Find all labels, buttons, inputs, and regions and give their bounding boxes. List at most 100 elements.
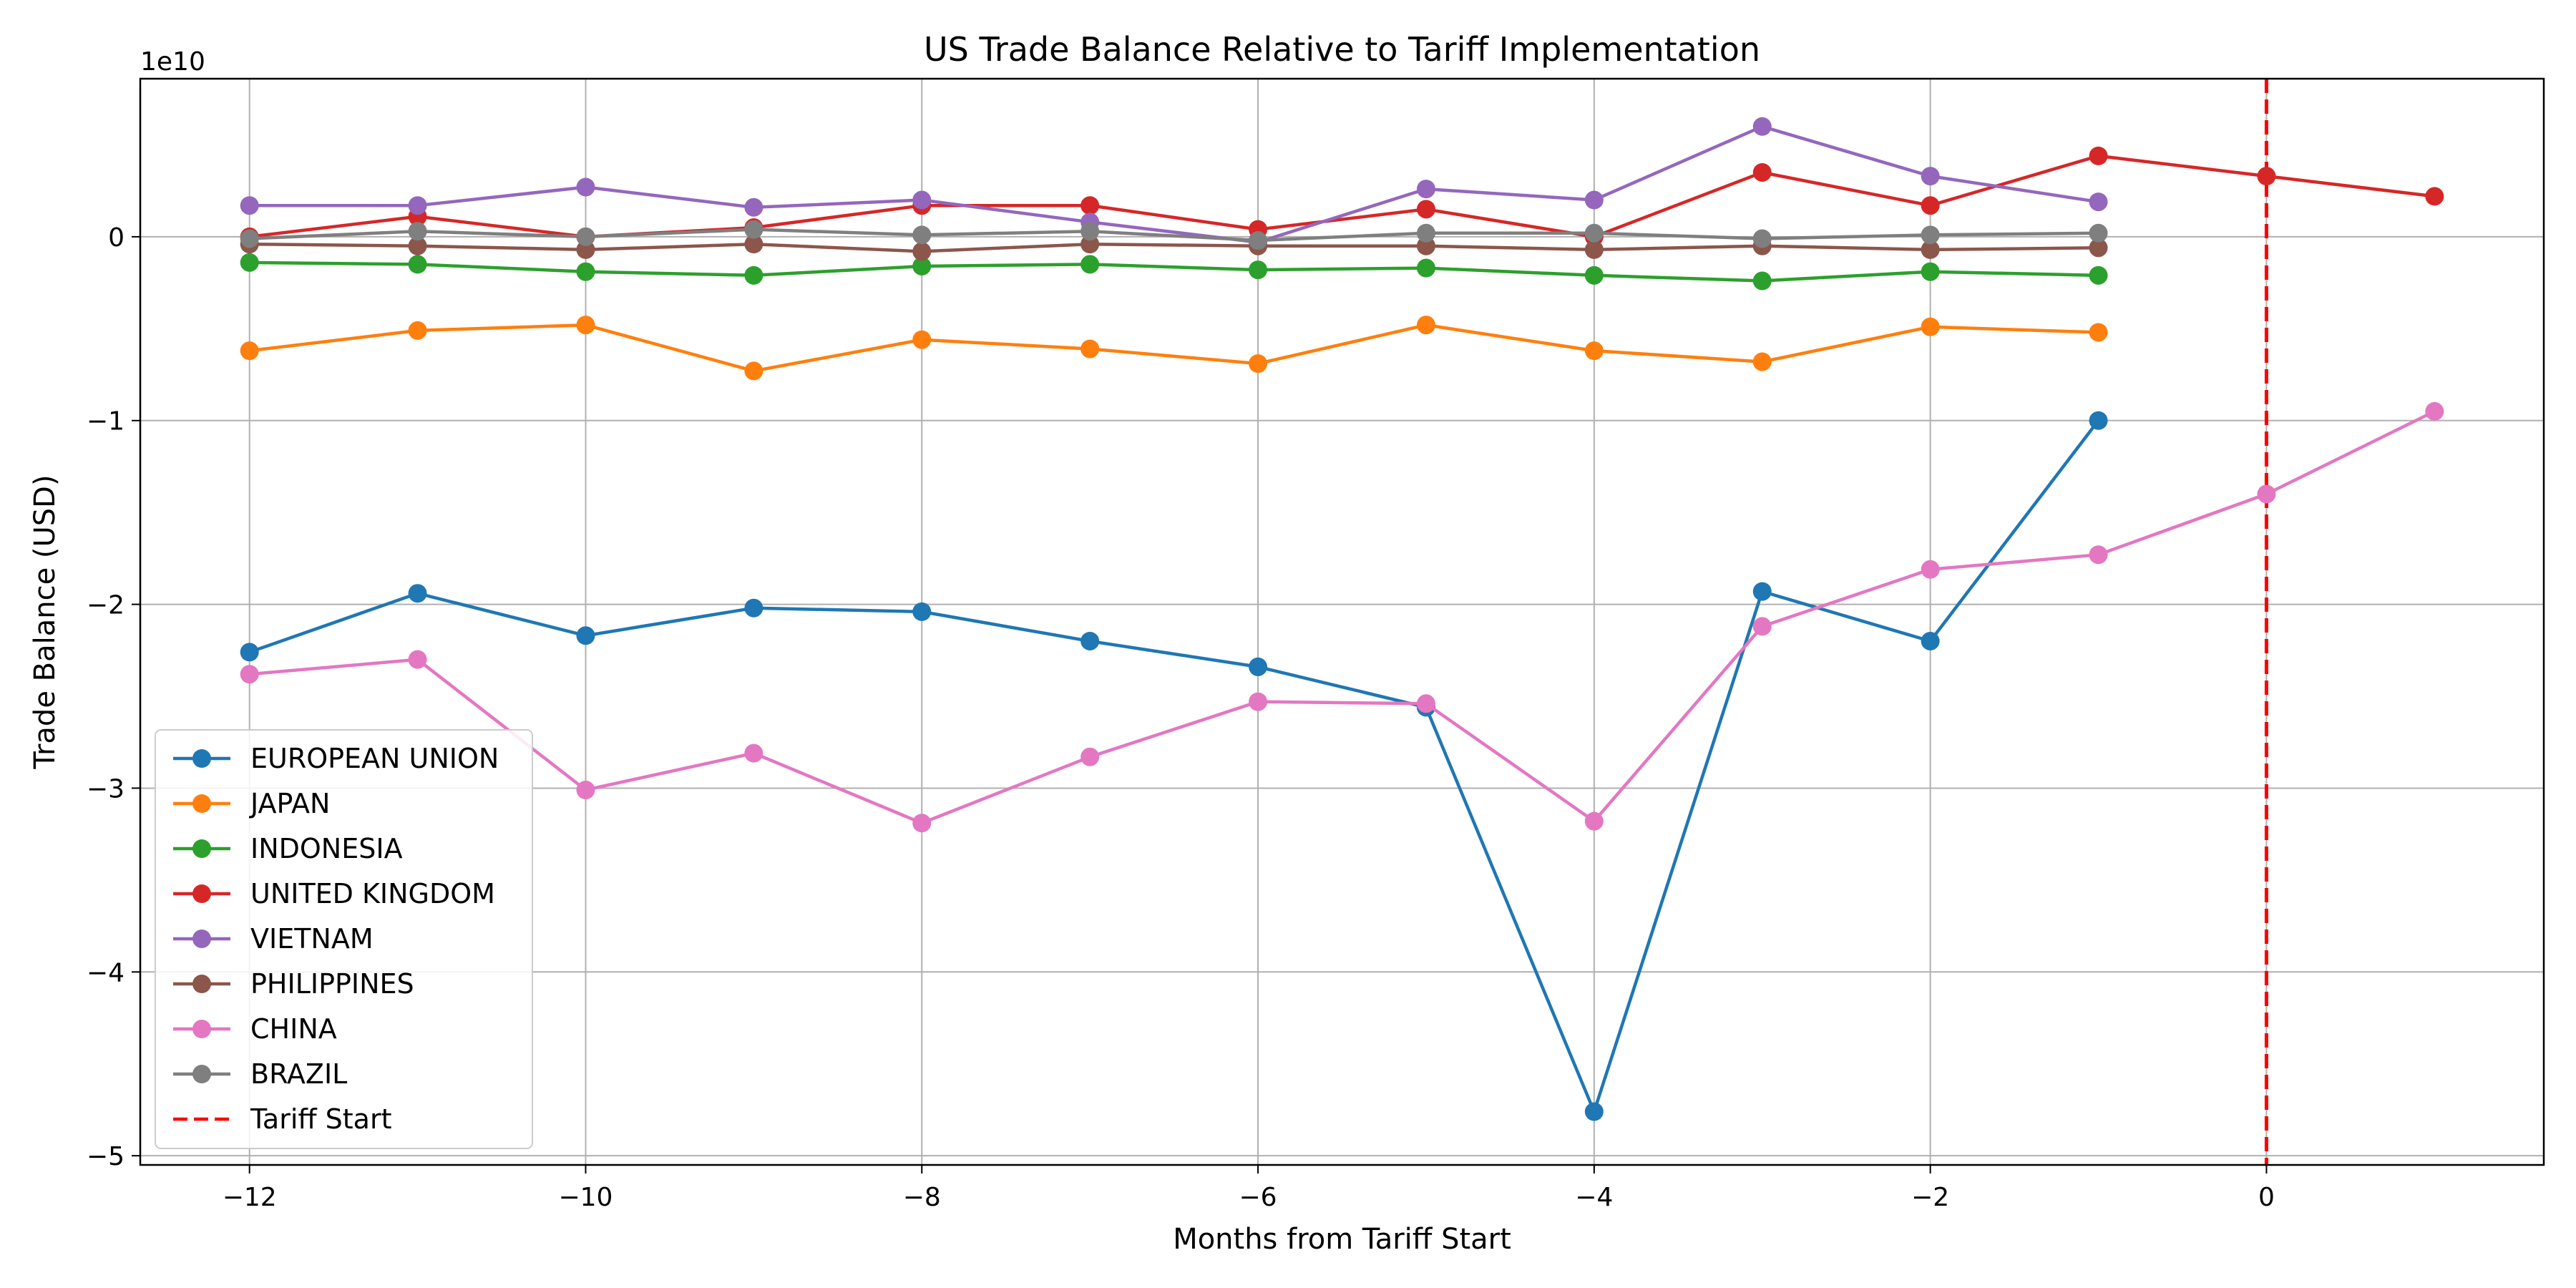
x-tick-label: −6: [1239, 1183, 1277, 1212]
legend-label: Tariff Start: [250, 1103, 391, 1135]
data-point-japan: [1416, 316, 1435, 335]
data-point-indonesia: [1921, 262, 1940, 281]
plot-frame: [139, 77, 2545, 1166]
series-line-brazil: [249, 228, 2099, 243]
series-japan: [240, 316, 2108, 381]
data-point-united-kingdom: [1752, 162, 1772, 182]
legend: EUROPEAN UNION JAPAN INDONESIA UNITED KINGD…: [155, 729, 533, 1149]
data-point-indonesia: [1584, 265, 1604, 285]
data-point-indonesia: [1416, 258, 1435, 278]
y-axis-offset-label: 1e10: [140, 47, 205, 77]
data-point-european-union: [1249, 657, 1268, 676]
legend-label: UNITED KINGDOM: [250, 878, 495, 909]
legend-entry: INDONESIA: [173, 833, 403, 864]
series-layer: [240, 117, 2444, 1121]
data-point-united-kingdom: [1080, 196, 1100, 215]
data-point-indonesia: [1752, 271, 1772, 291]
data-point-united-kingdom: [1416, 200, 1435, 219]
data-point-japan: [1752, 352, 1772, 371]
data-point-china: [1921, 560, 1940, 579]
data-point-japan: [576, 316, 595, 335]
data-point-indonesia: [744, 265, 763, 285]
data-point-china: [744, 743, 763, 763]
data-point-china: [1752, 617, 1772, 636]
y-tick-label: −3: [87, 774, 125, 804]
legend-entry: Tariff Start: [173, 1103, 391, 1135]
series-indonesia: [240, 253, 2108, 291]
x-tick-label: −4: [1575, 1183, 1613, 1212]
series-vietnam: [240, 117, 2108, 252]
data-point-brazil: [1416, 223, 1435, 243]
data-point-japan: [1921, 317, 1940, 336]
data-point-vietnam: [744, 197, 763, 217]
data-point-japan: [1584, 341, 1604, 361]
data-point-vietnam: [408, 196, 427, 215]
data-point-vietnam: [1584, 190, 1604, 210]
data-point-china: [2257, 484, 2276, 504]
data-point-brazil: [744, 220, 763, 239]
data-point-european-union: [1921, 631, 1940, 650]
data-point-vietnam: [240, 196, 259, 215]
series-china: [240, 401, 2444, 833]
legend-marker: [192, 1020, 211, 1038]
data-point-indonesia: [240, 253, 259, 272]
series-line-japan: [249, 323, 2099, 373]
data-point-philippines: [744, 235, 763, 254]
legend-entry: UNITED KINGDOM: [173, 878, 495, 909]
data-point-european-union: [912, 602, 932, 621]
data-point-japan: [744, 361, 763, 381]
data-point-china: [1249, 692, 1268, 711]
data-point-philippines: [1921, 240, 1940, 259]
legend-marker: [192, 930, 211, 948]
data-point-european-union: [408, 584, 427, 603]
x-tick-label: −2: [1911, 1183, 1949, 1212]
data-point-japan: [240, 341, 259, 361]
legend-marker: [192, 794, 211, 813]
y-tick-label: −4: [87, 958, 125, 987]
data-point-european-union: [744, 598, 763, 618]
data-point-brazil: [1584, 223, 1604, 243]
data-point-china: [2425, 401, 2444, 421]
data-point-china: [1416, 694, 1435, 713]
series-line-vietnam: [249, 125, 2099, 244]
series-brazil: [240, 220, 2108, 250]
data-point-china: [1080, 747, 1100, 766]
data-point-european-union: [2089, 411, 2108, 430]
y-axis-label: Trade Balance (USD): [29, 474, 62, 769]
axis-ticks: −12 −10 −8 −6 −4 −2 0−5−4−3−2−10: [87, 223, 2275, 1212]
chart-title: US Trade Balance Relative to Tariff Impl…: [924, 30, 1760, 69]
legend-label: INDONESIA: [250, 833, 403, 864]
data-point-united-kingdom: [1921, 196, 1940, 215]
data-point-indonesia: [408, 255, 427, 274]
series-line-european-union: [248, 419, 2100, 1113]
data-point-japan: [408, 321, 427, 340]
y-tick-label: −1: [87, 407, 125, 436]
legend-marker: [192, 839, 211, 858]
data-point-philippines: [576, 240, 595, 259]
data-point-indonesia: [2089, 265, 2108, 285]
data-point-vietnam: [576, 177, 595, 197]
data-point-china: [408, 650, 427, 669]
legend-label: PHILIPPINES: [250, 968, 414, 1000]
data-point-european-union: [1080, 631, 1100, 650]
x-axis-label: Months from Tariff Start: [1173, 1223, 1511, 1256]
data-point-japan: [1249, 354, 1268, 374]
legend-box: [155, 729, 533, 1149]
data-point-japan: [1080, 339, 1100, 358]
series-line-china: [249, 409, 2436, 825]
data-point-philippines: [1416, 236, 1435, 255]
series-line-indonesia: [249, 260, 2099, 283]
legend-marker: [192, 749, 211, 768]
data-point-vietnam: [2089, 192, 2108, 212]
data-point-philippines: [1584, 240, 1604, 259]
legend-label: VIETNAM: [250, 923, 374, 955]
data-point-united-kingdom: [2257, 167, 2276, 186]
data-point-indonesia: [1080, 255, 1100, 274]
data-point-brazil: [1249, 231, 1268, 250]
data-point-brazil: [1080, 222, 1100, 241]
y-tick-label: −2: [87, 591, 125, 620]
legend-label: BRAZIL: [250, 1058, 347, 1090]
data-point-vietnam: [1416, 180, 1435, 199]
data-point-brazil: [1752, 229, 1772, 248]
